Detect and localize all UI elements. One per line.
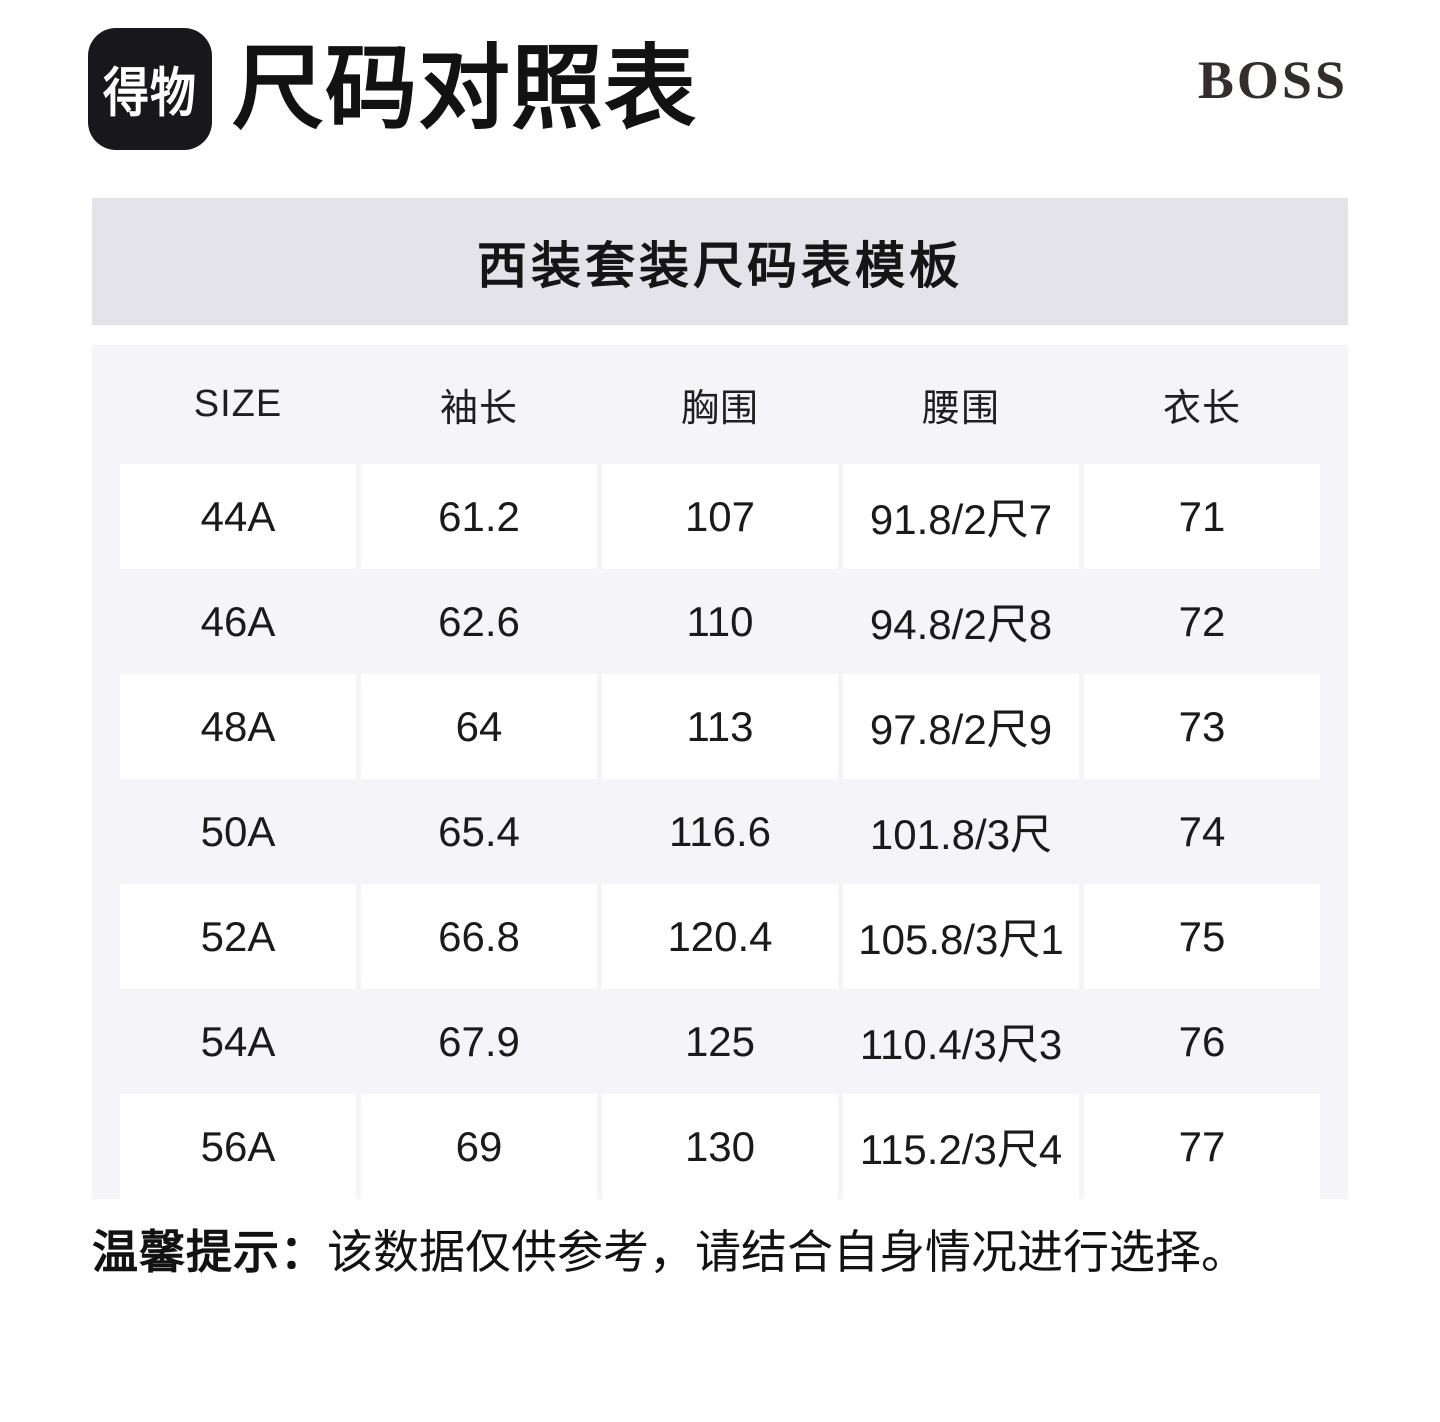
cell-waist: 105.8/3尺1 [843,884,1079,989]
cell-chest: 107 [602,464,838,569]
table-title: 西装套装尺码表模板 [477,237,963,294]
cell-sleeve-length: 61.2 [361,464,597,569]
cell-chest: 113 [602,674,838,779]
table-row: 50A 65.4 116.6 101.8/3尺 74 [120,779,1320,884]
cell-waist: 91.8/2尺7 [843,464,1079,569]
cell-chest: 110 [686,597,754,645]
cell-sleeve-length: 65.4 [438,807,520,855]
table-row: 56A 69 130 115.2/3尺4 77 [120,1094,1320,1199]
page-header: 得物 尺码对照表 BOSS [0,0,1440,150]
cell-chest: 116.6 [669,807,771,855]
cell-waist: 110.4/3尺3 [859,1021,1063,1068]
cell-waist: 101.8/3尺 [869,811,1053,858]
cell-size: 46A [200,597,276,645]
table-row: 54A 67.9 125 110.4/3尺3 76 [120,989,1320,1094]
cell-sleeve-length: 69 [361,1094,597,1199]
cell-garment-length: 72 [1178,597,1226,645]
cell-waist: 115.2/3尺4 [843,1094,1079,1199]
table-row: 48A 64 113 97.8/2尺9 73 [120,674,1320,779]
dewu-logo-text: 得物 [103,62,197,123]
column-header-garment-length: 衣长 [1162,388,1241,430]
cell-garment-length: 77 [1084,1094,1320,1199]
page-title: 尺码对照表 [232,38,698,140]
cell-chest: 120.4 [602,884,838,989]
footer-tip: 温馨提示：该数据仅供参考，请结合自身情况进行选择。 [92,1225,1348,1280]
cell-sleeve-length: 66.8 [361,884,597,989]
column-header-waist: 腰围 [921,388,1000,430]
cell-sleeve-length: 67.9 [438,1017,520,1065]
cell-size: 56A [120,1094,356,1199]
cell-garment-length: 75 [1084,884,1320,989]
size-table: SIZE 袖长 胸围 腰围 衣长 44A 61.2 107 91.8/2尺7 7… [92,345,1348,1199]
cell-sleeve-length: 64 [361,674,597,779]
cell-sleeve-length: 62.6 [438,597,520,645]
brand-logo: BOSS [1197,50,1348,110]
cell-waist: 94.8/2尺8 [869,601,1053,648]
table-title-banner: 西装套装尺码表模板 [92,198,1348,325]
cell-chest: 130 [602,1094,838,1199]
cell-size: 52A [120,884,356,989]
cell-size: 54A [200,1017,276,1065]
column-header-sleeve-length: 袖长 [439,388,518,430]
tip-label: 温馨提示： [92,1226,327,1278]
cell-chest: 125 [684,1017,756,1065]
cell-garment-length: 71 [1084,464,1320,569]
table-row: 44A 61.2 107 91.8/2尺7 71 [120,464,1320,569]
tip-text: 该数据仅供参考，请结合自身情况进行选择。 [327,1226,1247,1278]
table-header-row: SIZE 袖长 胸围 腰围 衣长 [120,345,1320,464]
cell-waist: 97.8/2尺9 [843,674,1079,779]
table-row: 52A 66.8 120.4 105.8/3尺1 75 [120,884,1320,989]
cell-size: 50A [200,807,276,855]
cell-garment-length: 73 [1084,674,1320,779]
dewu-logo: 得物 [88,28,212,150]
cell-size: 44A [120,464,356,569]
table-row: 46A 62.6 110 94.8/2尺8 72 [120,569,1320,674]
column-header-size: SIZE [193,383,283,425]
cell-size: 48A [120,674,356,779]
cell-garment-length: 76 [1178,1017,1226,1065]
cell-garment-length: 74 [1178,807,1226,855]
column-header-chest: 胸围 [680,388,759,430]
